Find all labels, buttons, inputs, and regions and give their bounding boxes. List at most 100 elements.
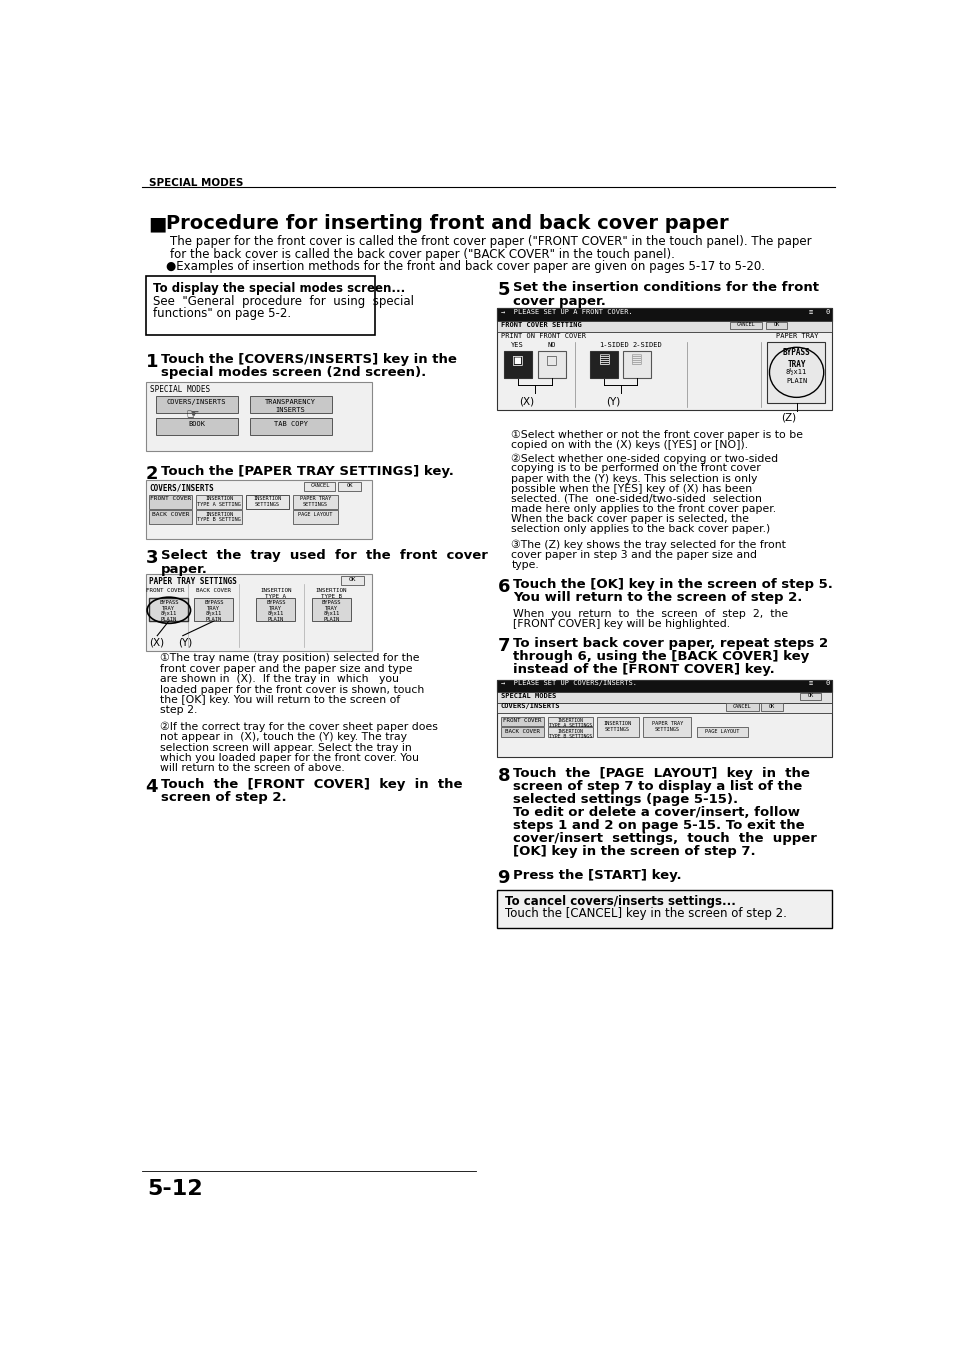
Bar bbox=[156, 417, 237, 435]
Text: the [OK] key. You will return to the screen of: the [OK] key. You will return to the scr… bbox=[159, 694, 399, 705]
Text: BYPASS
TRAY: BYPASS TRAY bbox=[266, 600, 285, 612]
Text: Touch the [PAPER TRAY SETTINGS] key.: Touch the [PAPER TRAY SETTINGS] key. bbox=[161, 465, 454, 478]
Text: copying is to be performed on the front cover: copying is to be performed on the front … bbox=[511, 463, 760, 473]
Bar bbox=[293, 494, 337, 508]
Text: 8: 8 bbox=[497, 766, 510, 785]
Text: OK: OK bbox=[349, 577, 355, 582]
Bar bbox=[725, 704, 758, 711]
Text: 4: 4 bbox=[146, 778, 158, 796]
Text: [FRONT COVER] key will be highlighted.: [FRONT COVER] key will be highlighted. bbox=[513, 620, 729, 630]
Bar bbox=[497, 320, 831, 331]
Text: SPECIAL MODES: SPECIAL MODES bbox=[500, 693, 556, 698]
Bar bbox=[497, 308, 831, 320]
Text: cover/insert  settings,  touch  the  upper: cover/insert settings, touch the upper bbox=[513, 832, 816, 844]
Text: 8½x11
PLAIN: 8½x11 PLAIN bbox=[206, 611, 222, 621]
Bar bbox=[500, 716, 543, 725]
Text: INSERTION
TYPE B: INSERTION TYPE B bbox=[315, 588, 347, 598]
Text: →  PLEASE SET UP COVERS/INSERTS.: → PLEASE SET UP COVERS/INSERTS. bbox=[500, 681, 636, 686]
Bar bbox=[312, 598, 351, 621]
Text: YES: YES bbox=[510, 342, 522, 349]
Text: [OK] key in the screen of step 7.: [OK] key in the screen of step 7. bbox=[513, 846, 755, 858]
Text: selected settings (page 5-15).: selected settings (page 5-15). bbox=[513, 793, 738, 805]
Text: SPECIAL MODES: SPECIAL MODES bbox=[150, 385, 211, 394]
Text: through 6, using the [BACK COVER] key: through 6, using the [BACK COVER] key bbox=[513, 650, 808, 663]
Bar bbox=[497, 680, 831, 757]
Text: TAB COPY: TAB COPY bbox=[274, 422, 307, 427]
Text: FRONT COVER: FRONT COVER bbox=[502, 719, 541, 723]
Text: Touch the [COVERS/INSERTS] key in the: Touch the [COVERS/INSERTS] key in the bbox=[161, 353, 456, 366]
Text: CANCEL: CANCEL bbox=[310, 484, 330, 488]
Bar bbox=[146, 276, 375, 335]
Text: CANCEL: CANCEL bbox=[736, 323, 755, 327]
Text: (X): (X) bbox=[518, 397, 534, 407]
Text: FRONT COVER: FRONT COVER bbox=[150, 496, 191, 501]
Text: ≡   0: ≡ 0 bbox=[808, 309, 829, 315]
Bar bbox=[497, 680, 831, 692]
Text: Touch the [CANCEL] key in the screen of step 2.: Touch the [CANCEL] key in the screen of … bbox=[505, 908, 786, 920]
Bar bbox=[146, 480, 372, 539]
Text: selection only applies to the back cover paper.): selection only applies to the back cover… bbox=[511, 524, 770, 535]
Text: The paper for the front cover is called the front cover paper ("FRONT COVER" in : The paper for the front cover is called … bbox=[171, 235, 811, 249]
Bar bbox=[194, 598, 233, 621]
Text: To display the special modes screen...: To display the special modes screen... bbox=[153, 282, 405, 296]
Text: not appear in  (X), touch the (Y) key. The tray: not appear in (X), touch the (Y) key. Th… bbox=[159, 732, 406, 742]
Bar bbox=[156, 396, 237, 413]
Text: ①The tray name (tray position) selected for the: ①The tray name (tray position) selected … bbox=[159, 654, 418, 663]
Bar bbox=[697, 727, 747, 736]
Bar bbox=[340, 576, 364, 585]
Text: screen of step 7 to display a list of the: screen of step 7 to display a list of th… bbox=[513, 780, 801, 793]
Text: Press the [START] key.: Press the [START] key. bbox=[513, 869, 680, 882]
Text: ▤: ▤ bbox=[631, 353, 642, 366]
Text: Set the insertion conditions for the front: Set the insertion conditions for the fro… bbox=[513, 281, 818, 295]
Text: (Z): (Z) bbox=[781, 412, 796, 423]
Text: ■: ■ bbox=[149, 215, 167, 234]
Text: loaded paper for the front cover is shown, touch: loaded paper for the front cover is show… bbox=[159, 685, 423, 694]
Text: possible when the [YES] key of (X) has been: possible when the [YES] key of (X) has b… bbox=[511, 484, 752, 493]
Text: BACK COVER: BACK COVER bbox=[152, 512, 189, 516]
Text: 3: 3 bbox=[146, 550, 158, 567]
Text: ▣: ▣ bbox=[511, 353, 523, 366]
Bar bbox=[304, 482, 335, 490]
Bar bbox=[146, 381, 372, 451]
Text: cover paper in step 3 and the paper size and: cover paper in step 3 and the paper size… bbox=[511, 550, 757, 559]
Text: ●Examples of insertion methods for the front and back cover paper are given on p: ●Examples of insertion methods for the f… bbox=[166, 259, 764, 273]
Text: Select  the  tray  used  for  the  front  cover: Select the tray used for the front cover bbox=[161, 550, 488, 562]
Text: Procedure for inserting front and back cover paper: Procedure for inserting front and back c… bbox=[166, 215, 727, 234]
Text: front cover paper and the paper size and type: front cover paper and the paper size and… bbox=[159, 663, 412, 674]
Text: PAGE LAYOUT: PAGE LAYOUT bbox=[704, 728, 739, 734]
Text: 2: 2 bbox=[146, 465, 158, 482]
Bar bbox=[799, 693, 821, 700]
Text: 1-SIDED: 1-SIDED bbox=[598, 342, 628, 349]
Bar bbox=[547, 727, 592, 736]
Text: FRONT COVER SETTING: FRONT COVER SETTING bbox=[500, 322, 580, 327]
Text: BYPASS
TRAY: BYPASS TRAY bbox=[321, 600, 341, 612]
Text: INSERTION
TYPE A SETTING: INSERTION TYPE A SETTING bbox=[197, 496, 241, 507]
Text: To insert back cover paper, repeat steps 2: To insert back cover paper, repeat steps… bbox=[513, 638, 827, 650]
Text: (Y): (Y) bbox=[605, 397, 619, 407]
Bar bbox=[195, 511, 242, 524]
Text: OK: OK bbox=[806, 693, 813, 698]
Text: INSERTION
TYPE B SETTINGS: INSERTION TYPE B SETTINGS bbox=[548, 728, 591, 739]
Text: When  you  return  to  the  screen  of  step  2,  the: When you return to the screen of step 2,… bbox=[513, 609, 787, 619]
Bar bbox=[195, 494, 242, 508]
Text: To edit or delete a cover/insert, follow: To edit or delete a cover/insert, follow bbox=[513, 805, 800, 819]
Text: COVERS/INSERTS: COVERS/INSERTS bbox=[150, 484, 214, 492]
Text: □: □ bbox=[545, 353, 557, 366]
Text: for the back cover is called the back cover paper ("BACK COVER" in the touch pan: for the back cover is called the back co… bbox=[171, 247, 675, 261]
Text: ①Select whether or not the front cover paper is to be: ①Select whether or not the front cover p… bbox=[511, 430, 802, 440]
Text: TRANSPARENCY
INSERTS: TRANSPARENCY INSERTS bbox=[265, 400, 315, 413]
Text: 8½x11
PLAIN: 8½x11 PLAIN bbox=[268, 611, 284, 621]
Bar bbox=[150, 494, 192, 508]
Bar bbox=[246, 494, 289, 508]
Text: See  "General  procedure  for  using  special: See "General procedure for using special bbox=[153, 295, 414, 308]
Text: CANCEL: CANCEL bbox=[732, 704, 751, 709]
Text: To cancel covers/inserts settings...: To cancel covers/inserts settings... bbox=[505, 896, 736, 908]
Text: BOOK: BOOK bbox=[188, 422, 205, 427]
Text: NO: NO bbox=[547, 342, 556, 349]
Text: 7: 7 bbox=[497, 638, 510, 655]
Text: PAPER TRAY SETTINGS: PAPER TRAY SETTINGS bbox=[150, 577, 237, 586]
Text: paper.: paper. bbox=[161, 562, 208, 576]
Bar bbox=[250, 417, 332, 435]
Bar bbox=[765, 322, 786, 330]
Text: BYPASS
TRAY: BYPASS TRAY bbox=[159, 600, 178, 612]
